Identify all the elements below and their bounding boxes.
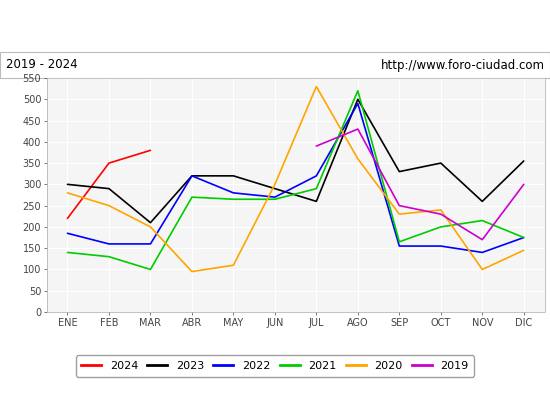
Legend: 2024, 2023, 2022, 2021, 2020, 2019: 2024, 2023, 2022, 2021, 2020, 2019 xyxy=(76,355,474,377)
Text: Evolucion Nº Turistas Nacionales en el municipio de Robres: Evolucion Nº Turistas Nacionales en el m… xyxy=(58,18,492,34)
Text: http://www.foro-ciudad.com: http://www.foro-ciudad.com xyxy=(381,58,544,72)
Text: 2019 - 2024: 2019 - 2024 xyxy=(6,58,77,72)
